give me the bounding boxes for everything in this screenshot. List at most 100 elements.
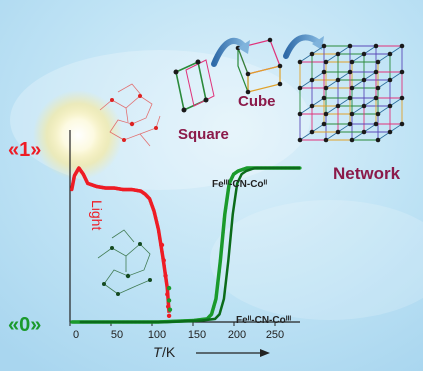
network-bond xyxy=(389,71,403,81)
arrow-cube-to-network xyxy=(283,34,321,59)
data-point xyxy=(230,175,234,179)
cube-node xyxy=(245,89,251,95)
network-node xyxy=(349,59,355,65)
network-node xyxy=(375,59,381,65)
arrow-square-to-cube xyxy=(211,38,247,67)
data-point xyxy=(165,292,170,297)
network-node xyxy=(399,95,405,101)
network-bond xyxy=(389,97,403,107)
network-node xyxy=(335,129,341,135)
data-point xyxy=(157,230,161,234)
square-node xyxy=(173,69,179,75)
arrow-cube-to-network-head xyxy=(312,36,324,50)
data-point xyxy=(153,216,158,220)
data-point xyxy=(163,273,168,278)
data-point xyxy=(225,197,229,201)
square-illustration xyxy=(173,59,215,113)
data-point xyxy=(216,281,220,286)
network-node xyxy=(309,51,315,57)
network-label: Network xyxy=(333,164,401,183)
network-node xyxy=(321,69,327,75)
network-node xyxy=(347,121,353,127)
molecule-atom xyxy=(122,138,126,142)
network-node xyxy=(323,137,329,143)
network-node xyxy=(323,85,329,91)
square-node xyxy=(203,97,209,103)
x-tick-label: 100 xyxy=(148,329,166,341)
network-bond xyxy=(363,45,377,55)
network-bond xyxy=(311,97,325,107)
data-point xyxy=(70,187,74,192)
data-point xyxy=(214,293,219,297)
data-point xyxy=(167,307,173,312)
series-line-cooling xyxy=(79,166,300,324)
network-node xyxy=(399,43,405,49)
network-bond xyxy=(325,79,339,89)
data-point xyxy=(221,231,225,235)
network-node xyxy=(323,111,329,117)
molecule-bond xyxy=(99,95,153,147)
background-haze xyxy=(210,200,423,320)
network-bond xyxy=(389,123,403,133)
x-tick-label: 50 xyxy=(111,329,123,341)
network-bond xyxy=(351,105,365,115)
data-point xyxy=(158,236,162,241)
network-node xyxy=(375,85,381,91)
network-node xyxy=(399,121,405,127)
series-fe2-co3 xyxy=(70,166,302,324)
square-node xyxy=(181,107,187,113)
data-point xyxy=(166,285,172,291)
square-node xyxy=(195,59,201,65)
data-point xyxy=(160,250,164,254)
data-point xyxy=(150,204,155,209)
network-node xyxy=(361,129,367,135)
network-bond xyxy=(299,105,313,115)
data-point xyxy=(217,270,221,274)
series-fe3-co2 xyxy=(70,166,173,319)
network-bond xyxy=(337,123,351,133)
data-point xyxy=(72,176,76,181)
network-node xyxy=(323,59,329,65)
data-point xyxy=(151,207,156,212)
cube-node xyxy=(245,71,251,77)
molecule-atom xyxy=(110,98,114,102)
network-bond xyxy=(311,45,325,55)
network-bond xyxy=(363,97,377,107)
data-point xyxy=(212,305,216,309)
data-point xyxy=(164,279,168,283)
network-node xyxy=(349,111,355,117)
network-node xyxy=(297,137,303,143)
network-bond xyxy=(299,53,313,63)
network-bond xyxy=(389,45,403,55)
square-label: Square xyxy=(178,126,229,143)
data-point xyxy=(166,298,172,303)
network-node xyxy=(361,51,367,57)
network-bond xyxy=(325,131,339,141)
annotation-fe2-co3: Feᴵᴵ-CN-Coᴵᴵᴵ xyxy=(236,315,291,326)
network-node xyxy=(387,51,393,57)
network-bond xyxy=(299,79,313,89)
network-bond xyxy=(351,79,365,89)
cube-node xyxy=(277,81,283,87)
data-point xyxy=(220,244,224,249)
cube-node xyxy=(277,63,283,69)
data-point xyxy=(210,309,215,313)
data-point xyxy=(148,199,153,203)
network-node xyxy=(373,121,379,127)
molecule-atom xyxy=(138,242,142,246)
network-node xyxy=(321,121,327,127)
state-low-label: «0» xyxy=(8,314,41,336)
network-node xyxy=(373,43,379,49)
data-point xyxy=(156,224,160,229)
network-bond xyxy=(299,131,313,141)
network-node xyxy=(361,103,367,109)
network-bond xyxy=(311,71,325,81)
network-node xyxy=(347,95,353,101)
x-axis-arrowhead xyxy=(260,349,270,357)
molecule-atom xyxy=(110,246,114,250)
network-bond xyxy=(351,53,365,63)
network-bond xyxy=(351,131,365,141)
data-point xyxy=(213,300,217,304)
data-point xyxy=(152,211,157,216)
